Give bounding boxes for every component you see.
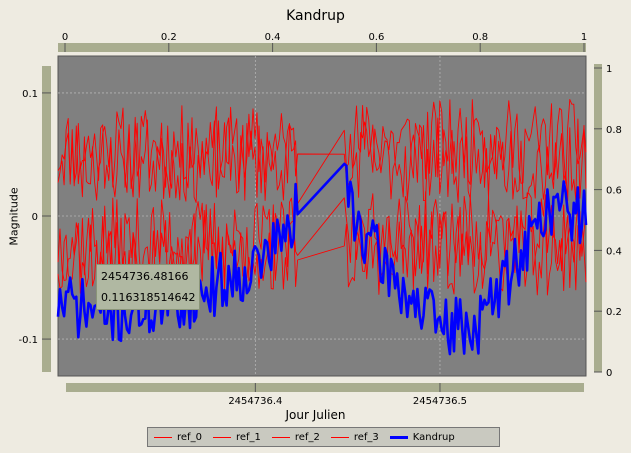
x-axis-label: Jour Julien: [285, 408, 346, 422]
right-tick-label: 0: [606, 368, 612, 379]
bottom-axis-bar[interactable]: [66, 383, 584, 392]
y-tick-label: 0.1: [22, 89, 38, 100]
legend-swatch: [154, 436, 172, 438]
legend-label: ref_1: [235, 431, 261, 443]
legend-label: ref_0: [177, 431, 202, 443]
legend-swatch: [212, 436, 231, 438]
top-tick-label: 0.2: [161, 32, 177, 43]
series-line-ref_1: [57, 117, 587, 205]
top-axis-bar[interactable]: [58, 43, 586, 52]
right-axis-bar[interactable]: [594, 64, 602, 372]
legend-swatch: [330, 436, 349, 438]
right-tick-label: 0.2: [606, 307, 622, 318]
axis-ticks: 2454736.4 2454736.5 0.1 0 -0.1 0 0.2 0.4 0.6 0.8 1…: [18, 32, 621, 407]
left-axis-bar[interactable]: [42, 66, 51, 372]
series-line-ref_2: [57, 191, 587, 285]
legend: ref_0 ref_1 ref_2 ref_3 Kandrup: [147, 427, 500, 447]
right-tick-label: 1: [606, 64, 612, 75]
legend-label: ref_2: [294, 431, 320, 443]
legend-item-ref_3[interactable]: ref_3: [330, 431, 379, 443]
top-tick-label: 1: [581, 32, 587, 43]
top-tick-label: 0.4: [265, 32, 281, 43]
y-axis-label: Magnitude: [7, 187, 21, 246]
legend-item-ref_1[interactable]: ref_1: [212, 431, 261, 443]
legend-item-ref_0[interactable]: ref_0: [154, 432, 202, 443]
legend-label: Kandrup: [412, 431, 455, 443]
hover-tooltip: 2454736.48166 0.116318514642: [96, 264, 201, 310]
top-tick-label: 0: [62, 32, 68, 43]
right-tick-label: 0.8: [606, 125, 622, 136]
right-tick-label: 0.6: [606, 186, 622, 197]
legend-swatch: [271, 436, 290, 438]
legend-label: ref_3: [353, 431, 379, 443]
y-tick-label: 0: [32, 212, 38, 223]
tooltip-x-value: 2454736.48166: [101, 270, 189, 283]
top-tick-label: 0.8: [472, 32, 488, 43]
series-line-Kandrup: [56, 162, 588, 356]
right-tick-label: 0.4: [606, 246, 622, 257]
tooltip-y-value: 0.116318514642: [101, 291, 196, 304]
chart-title: Kandrup: [286, 8, 345, 24]
top-tick-label: 0.6: [368, 32, 384, 43]
legend-item-kandrup[interactable]: Kandrup: [389, 431, 455, 443]
legend-swatch: [389, 435, 408, 439]
x-tick-label: 2454736.4: [228, 396, 282, 407]
legend-item-ref_2[interactable]: ref_2: [271, 431, 320, 443]
y-tick-label: -0.1: [18, 335, 38, 346]
x-tick-label: 2454736.5: [413, 396, 467, 407]
